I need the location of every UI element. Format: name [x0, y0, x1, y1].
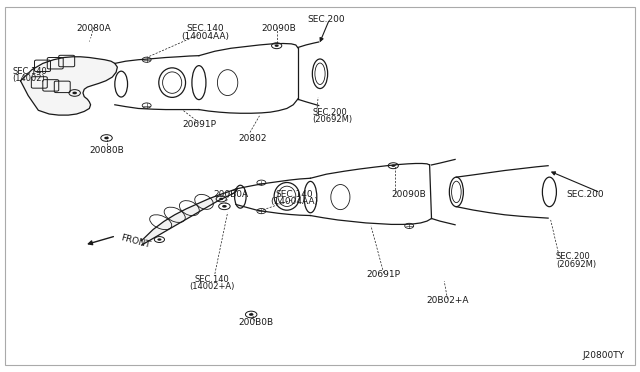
- Text: SEC.200: SEC.200: [556, 253, 591, 262]
- Text: SEC.140: SEC.140: [195, 275, 229, 283]
- Circle shape: [275, 45, 278, 47]
- Circle shape: [391, 164, 396, 167]
- Circle shape: [219, 198, 223, 200]
- Text: 20090B: 20090B: [261, 24, 296, 33]
- Text: SEC.140: SEC.140: [186, 24, 224, 33]
- Text: (14004AA): (14004AA): [271, 197, 319, 206]
- Text: 20691P: 20691P: [367, 270, 401, 279]
- Text: (14002): (14002): [12, 74, 45, 83]
- Text: (14004AA): (14004AA): [181, 32, 229, 41]
- Circle shape: [72, 92, 77, 94]
- Text: J20800TY: J20800TY: [582, 351, 625, 360]
- Text: SEC.200: SEC.200: [308, 15, 345, 25]
- Circle shape: [157, 238, 161, 241]
- Polygon shape: [20, 57, 117, 115]
- Text: 20090B: 20090B: [392, 190, 427, 199]
- Text: SEC.140: SEC.140: [276, 190, 314, 199]
- Text: 20080A: 20080A: [76, 24, 111, 33]
- Text: SEC.200: SEC.200: [566, 190, 604, 199]
- Circle shape: [222, 205, 227, 208]
- Text: 20802: 20802: [239, 134, 268, 142]
- Text: SEC.200: SEC.200: [312, 108, 347, 117]
- Polygon shape: [141, 189, 237, 245]
- Text: SEC.140: SEC.140: [12, 67, 47, 76]
- Text: 200B0A: 200B0A: [213, 190, 248, 199]
- Text: FRONT: FRONT: [119, 233, 151, 250]
- Text: (20692M): (20692M): [556, 260, 596, 269]
- Text: 200B0B: 200B0B: [239, 318, 274, 327]
- Text: (14002+A): (14002+A): [189, 282, 234, 291]
- Text: 20691P: 20691P: [182, 119, 216, 129]
- Circle shape: [249, 313, 253, 316]
- Text: 20080B: 20080B: [89, 146, 124, 155]
- Text: 20B02+A: 20B02+A: [426, 296, 468, 305]
- Text: (20692M): (20692M): [312, 115, 353, 124]
- Circle shape: [104, 137, 109, 140]
